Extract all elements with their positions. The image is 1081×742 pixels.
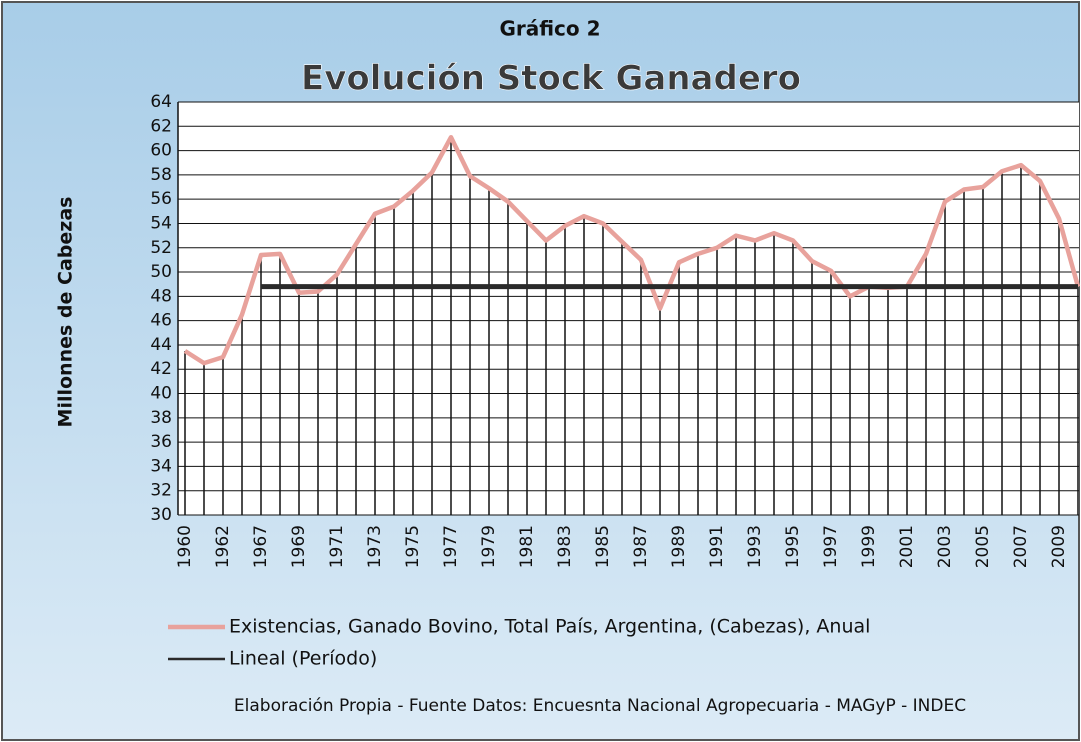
legend-label: Lineal (Período) (229, 648, 377, 670)
series-line (183, 134, 1081, 366)
plot-area (178, 102, 1079, 515)
x-tick-label: 1985 (593, 525, 613, 568)
legend-label: Existencias, Ganado Bovino, Total País, … (229, 616, 870, 638)
x-tick-label: 1997 (821, 525, 841, 568)
x-tick-label: 1971 (327, 525, 347, 568)
y-tick-label: 60 (150, 141, 172, 161)
x-tick-label: 2005 (973, 525, 993, 568)
x-tick-label: 1969 (289, 525, 309, 568)
y-tick-label: 30 (150, 505, 172, 525)
footer: Elaboración Propia - Fuente Datos: Encue… (234, 696, 966, 716)
x-tick-label: 1973 (365, 525, 385, 568)
y-tick-label: 64 (150, 92, 172, 112)
y-tick-label: 48 (150, 286, 172, 306)
x-tick-label: 1983 (555, 525, 575, 568)
y-tick-label: 58 (150, 165, 172, 185)
x-tick-label: 1995 (783, 525, 803, 568)
x-tick-label: 1967 (251, 525, 271, 568)
x-tick-label: 1987 (631, 525, 651, 568)
y-tick-label: 52 (150, 238, 172, 258)
supertitle: Gráfico 2 (499, 17, 600, 41)
y-tick-label: 40 (150, 384, 172, 404)
x-tick-label: 1981 (517, 525, 537, 568)
y-tick-label: 42 (150, 359, 172, 379)
x-tick-label: 1993 (745, 525, 765, 568)
y-tick-label: 62 (150, 116, 172, 136)
y-tick-label: 56 (150, 189, 172, 209)
x-tick-label: 2001 (897, 525, 917, 568)
x-tick-label: 1989 (669, 525, 689, 568)
y-axis-label: Millonnes de Cabezas (55, 197, 77, 428)
y-tick-label: 54 (150, 213, 172, 233)
x-tick-label: 2009 (1049, 525, 1069, 568)
x-tick-label: 1960 (175, 525, 195, 568)
y-tick-label: 44 (150, 335, 172, 355)
y-tick-label: 50 (150, 262, 172, 282)
x-tick-label: 1979 (479, 525, 499, 568)
x-tick-label: 2003 (935, 525, 955, 568)
y-tick-label: 32 (150, 481, 172, 501)
y-tick-label: 38 (150, 408, 172, 428)
x-tick-label: 1999 (859, 525, 879, 568)
x-tick-label: 1962 (213, 525, 233, 568)
chart-title: Evolución Stock Ganadero (301, 59, 801, 99)
y-tick-label: 36 (150, 432, 172, 452)
y-tick-label: 46 (150, 311, 172, 331)
x-tick-label: 1991 (707, 525, 727, 568)
x-tick-label: 1977 (441, 525, 461, 568)
x-tick-label: 1975 (403, 525, 423, 568)
y-tick-label: 34 (150, 456, 172, 476)
x-tick-label: 2007 (1011, 525, 1031, 568)
